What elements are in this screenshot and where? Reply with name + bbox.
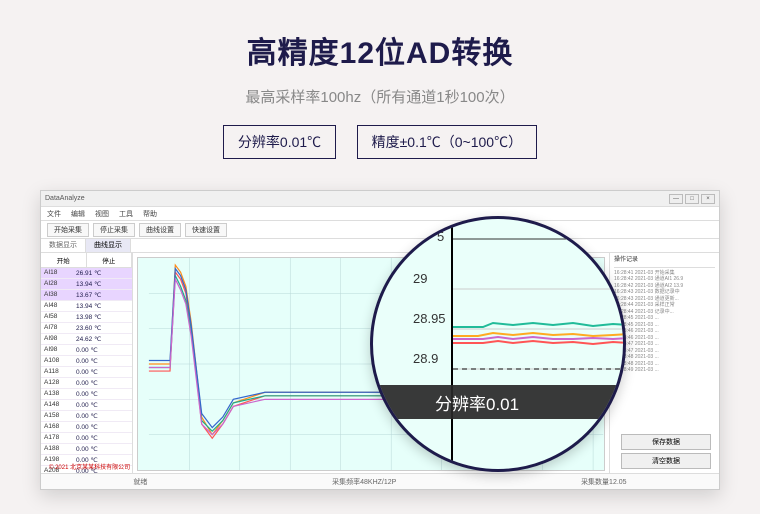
channel-name: A128 — [44, 379, 76, 387]
status-segment: 采集频率48KHZ/12P — [332, 477, 396, 487]
channel-name: AI38 — [44, 291, 76, 299]
channel-value: 13.94 ℃ — [76, 302, 101, 310]
close-button[interactable]: × — [701, 194, 715, 204]
zoom-chart — [453, 219, 626, 472]
channel-row[interactable]: A1580.00 ℃ — [41, 411, 132, 422]
zoom-circle: 2928.9528.95 分辨率0.01 — [370, 216, 626, 472]
channel-name: A148 — [44, 401, 76, 409]
badge-row: 分辨率0.01℃ 精度±0.1℃（0~100℃） — [0, 125, 760, 159]
channel-name: AI78 — [44, 324, 76, 332]
menu-item[interactable]: 编辑 — [71, 209, 85, 219]
channel-value: 13.94 ℃ — [76, 280, 101, 288]
channel-name: AI98 — [44, 346, 76, 354]
channel-row[interactable]: AI9824.62 ℃ — [41, 334, 132, 345]
channel-row[interactable]: A1380.00 ℃ — [41, 389, 132, 400]
toolbar-button[interactable]: 曲线设置 — [139, 223, 181, 237]
channel-value: 24.62 ℃ — [76, 335, 101, 343]
zoom-y-label: 29 — [413, 271, 427, 286]
channel-name: A118 — [44, 368, 76, 376]
channel-row[interactable]: AI3813.67 ℃ — [41, 290, 132, 301]
menu-item[interactable]: 文件 — [47, 209, 61, 219]
channel-name: A138 — [44, 390, 76, 398]
window-controls: — □ × — [669, 194, 715, 204]
toolbar-button[interactable]: 停止采集 — [93, 223, 135, 237]
channel-row[interactable]: A1880.00 ℃ — [41, 444, 132, 455]
channel-name: A168 — [44, 423, 76, 431]
stop-button[interactable]: 停止 — [87, 253, 133, 267]
channel-row[interactable]: AI1826.91 ℃ — [41, 268, 132, 279]
zoom-y-label: 28.95 — [413, 311, 446, 326]
menu-item[interactable]: 帮助 — [143, 209, 157, 219]
window-title: DataAnalyze — [45, 195, 85, 202]
toolbar-button[interactable]: 快速设置 — [185, 223, 227, 237]
channel-name: AI18 — [44, 269, 76, 277]
page-subtitle: 最高采样率100hz（所有通道1秒100次） — [0, 86, 760, 107]
zoom-banner: 分辨率0.01 — [373, 385, 623, 419]
channel-value: 0.00 ℃ — [76, 412, 98, 420]
channel-value: 0.00 ℃ — [76, 401, 98, 409]
channel-list: AI1826.91 ℃AI2813.94 ℃AI3813.67 ℃AI4813.… — [41, 268, 132, 475]
titlebar: DataAnalyze — □ × — [41, 191, 719, 207]
channel-name: AI98 — [44, 335, 76, 343]
channel-row[interactable]: AI2813.94 ℃ — [41, 279, 132, 290]
channel-row[interactable]: A1080.00 ℃ — [41, 356, 132, 367]
sidebar-buttons: 开始 停止 — [41, 253, 132, 268]
channel-value: 0.00 ℃ — [76, 445, 98, 453]
badge-accuracy: 精度±0.1℃（0~100℃） — [357, 125, 537, 159]
channel-value: 0.00 ℃ — [76, 423, 98, 431]
channel-name: A108 — [44, 357, 76, 365]
menu-item[interactable]: 视图 — [95, 209, 109, 219]
tab[interactable]: 数据显示 — [41, 239, 86, 252]
channel-value: 13.67 ℃ — [76, 291, 101, 299]
clear-data-button[interactable]: 清空数据 — [621, 453, 711, 469]
zoom-y-label: 28.9 — [413, 351, 438, 366]
zoom-inner: 2928.9528.95 分辨率0.01 — [373, 219, 623, 469]
minimize-button[interactable]: — — [669, 194, 683, 204]
maximize-button[interactable]: □ — [685, 194, 699, 204]
channel-name: A188 — [44, 445, 76, 453]
channel-name: A178 — [44, 434, 76, 442]
channel-row[interactable]: A1780.00 ℃ — [41, 433, 132, 444]
channel-name: AI28 — [44, 280, 76, 288]
channel-value: 23.60 ℃ — [76, 324, 101, 332]
channel-row[interactable]: A1680.00 ℃ — [41, 422, 132, 433]
channel-name: AI58 — [44, 313, 76, 321]
channel-value: 0.00 ℃ — [76, 346, 98, 354]
log-lines: 16:28:41 2021-03 开始采集 16:28:42 2021-03 通… — [614, 270, 715, 374]
channel-name: A158 — [44, 412, 76, 420]
channel-name: AI48 — [44, 302, 76, 310]
channel-row[interactable]: AI980.00 ℃ — [41, 345, 132, 356]
channel-value: 13.98 ℃ — [76, 313, 101, 321]
start-button[interactable]: 开始 — [41, 253, 87, 267]
channel-value: 26.91 ℃ — [76, 269, 101, 277]
page-title: 高精度12位AD转换 — [0, 28, 760, 72]
channel-value: 0.00 ℃ — [76, 390, 98, 398]
tab[interactable]: 曲线显示 — [86, 239, 131, 252]
channel-row[interactable]: A1480.00 ℃ — [41, 400, 132, 411]
channel-sidebar: 开始 停止 AI1826.91 ℃AI2813.94 ℃AI3813.67 ℃A… — [41, 253, 133, 475]
channel-row[interactable]: AI4813.94 ℃ — [41, 301, 132, 312]
channel-row[interactable]: AI5813.98 ℃ — [41, 312, 132, 323]
right-button-group: 保存数据 清空数据 — [621, 434, 711, 469]
channel-row[interactable]: AI7823.60 ℃ — [41, 323, 132, 334]
log-header: 操作记录 — [614, 257, 715, 268]
channel-value: 0.00 ℃ — [76, 434, 98, 442]
channel-row[interactable]: A1180.00 ℃ — [41, 367, 132, 378]
channel-value: 0.00 ℃ — [76, 357, 98, 365]
channel-row[interactable]: A1280.00 ℃ — [41, 378, 132, 389]
channel-value: 0.00 ℃ — [76, 368, 98, 376]
status-segment: 采集数量12.05 — [581, 477, 627, 487]
save-data-button[interactable]: 保存数据 — [621, 434, 711, 450]
channel-value: 0.00 ℃ — [76, 379, 98, 387]
copyright-label: © 2021 北京某某科技有限公司 — [49, 462, 130, 471]
header: 高精度12位AD转换 最高采样率100hz（所有通道1秒100次） — [0, 0, 760, 107]
statusbar: 就绪 采集频率48KHZ/12P 采集数量12.05 — [41, 473, 719, 489]
menu-item[interactable]: 工具 — [119, 209, 133, 219]
badge-resolution: 分辨率0.01℃ — [223, 125, 336, 159]
status-segment: 就绪 — [133, 477, 147, 487]
toolbar-button[interactable]: 开始采集 — [47, 223, 89, 237]
zoom-top-label: 5 — [437, 229, 444, 244]
